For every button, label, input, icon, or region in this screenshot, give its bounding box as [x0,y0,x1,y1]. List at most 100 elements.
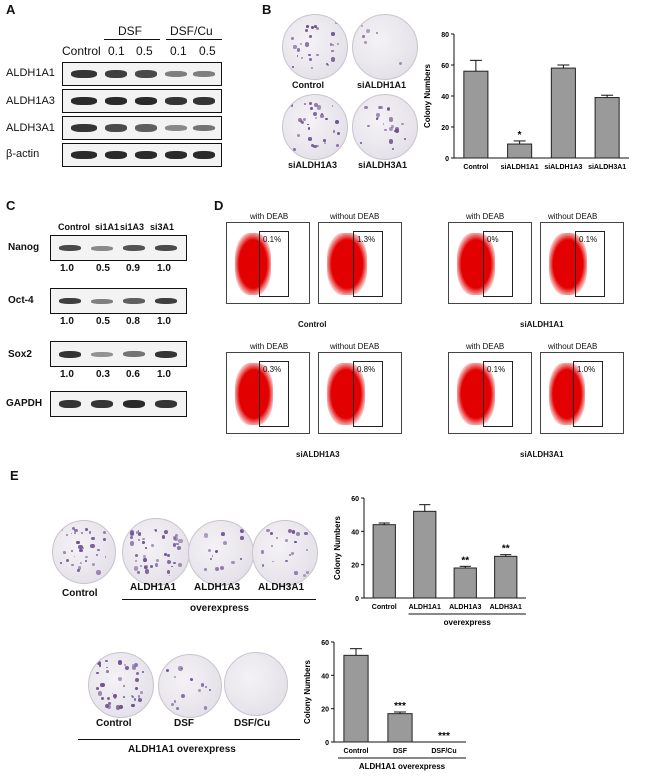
blot-gapdh [50,391,187,417]
colony-dot [365,29,370,34]
treatment-dsf: DSF [118,24,142,38]
colony-dot [335,143,339,147]
colony-dot [166,559,171,564]
colony-dish [224,652,288,716]
colony-dot [198,688,202,692]
colony-dot [285,559,288,563]
colony-dot [171,702,175,706]
colony-dot [85,555,88,558]
colony-dot [137,530,140,532]
colony-dot [73,555,76,558]
colony-dot [331,105,334,108]
colony-dot [302,117,306,122]
bar [343,654,369,743]
colony-dot [72,527,76,530]
blot-row-label: Oct-4 [8,295,34,306]
colony-dot [115,705,121,710]
category-label: ALDH3A1 [490,604,522,611]
colony-dot [310,143,314,147]
colony-dot [96,671,99,675]
flow-plot: 0.1% [540,222,624,304]
colony-dot [289,553,292,556]
colony-dot [135,531,139,534]
flow-title: with DEAB [466,212,505,221]
colony-dot [104,704,110,709]
colony-dot [363,40,367,45]
colony-dot [334,119,340,124]
colony-dot [332,130,336,133]
colony-dot [316,105,321,110]
colony-dot [59,561,62,564]
flow-group-label: siALDH1A3 [296,450,340,459]
category-label: siALDH3A1 [588,164,626,171]
colony-dot [175,706,180,711]
colony-dot [386,107,390,111]
flow-group-label: siALDH3A1 [520,450,564,459]
colony-dot [104,556,107,558]
colony-dot [106,696,111,700]
colony-dot [107,704,112,709]
band-value: 0.9 [126,263,140,274]
colony-dot [130,703,135,708]
bar [387,713,413,743]
dish-label: siALDH1A3 [288,160,338,170]
colony-dot [310,25,314,29]
colony-dot [296,48,301,52]
lane-label: si3A1 [150,222,175,232]
colony-dot [144,565,148,569]
band-value: 1.0 [60,263,74,274]
colony-dot [71,550,73,552]
chart-e-top: 0 20 40 60 Colony Numbers Control ALDH1A1 ** ALD… [333,496,526,627]
colony-dot [96,660,101,665]
flow-title: without DEAB [330,212,380,221]
colony-dot [178,538,183,544]
colony-dot [304,531,308,536]
flow-plot: 0.1% [226,222,310,304]
y-tick-label: 60 [321,640,329,647]
colony-dot [91,562,95,566]
colony-dot [131,695,133,697]
colony-dot [129,535,134,540]
colony-dot [140,565,142,567]
colony-dot [105,659,108,663]
bar [372,524,396,599]
colony-dot [305,28,309,32]
colony-dot [144,569,149,574]
category-label: DSF [393,748,408,755]
significance-mark: *** [438,731,450,742]
panel-b-letter: B [262,2,272,17]
colony-dot [162,535,166,539]
colony-dot [176,545,181,550]
flow-percent: 0.1% [487,365,506,374]
overexpress-bracket [78,739,300,740]
colony-dot [74,531,77,534]
y-tick-label: 40 [351,529,359,536]
colony-dot [113,697,116,700]
bar [594,97,620,159]
colony-dot [175,533,178,537]
colony-dot [375,113,381,118]
blot-row-label: ALDH1A3 [6,95,55,107]
treatment-dsfcu: DSF/Cu [170,24,213,38]
colony-dot [135,671,139,675]
colony-dot [154,529,158,532]
colony-dot [266,528,270,532]
colony-dot [271,545,274,548]
blot-row-label: GAPDH [6,398,43,409]
colony-dot [124,664,127,667]
colony-dot [204,567,208,571]
colony-dot [309,35,313,39]
dish-label: Control [292,80,324,90]
colony-dot [291,66,294,69]
lane-label: si1A3 [120,222,145,232]
colony-dot [310,67,313,70]
colony-dot [324,117,328,121]
panel-c-letter: C [6,198,16,213]
colony-dish [188,520,254,586]
colony-dot [376,32,379,35]
colony-dot [190,678,193,681]
colony-dot [105,527,108,531]
lane-label: 0.1 [108,44,125,58]
colony-dot [119,706,123,709]
colony-dot [326,62,329,65]
